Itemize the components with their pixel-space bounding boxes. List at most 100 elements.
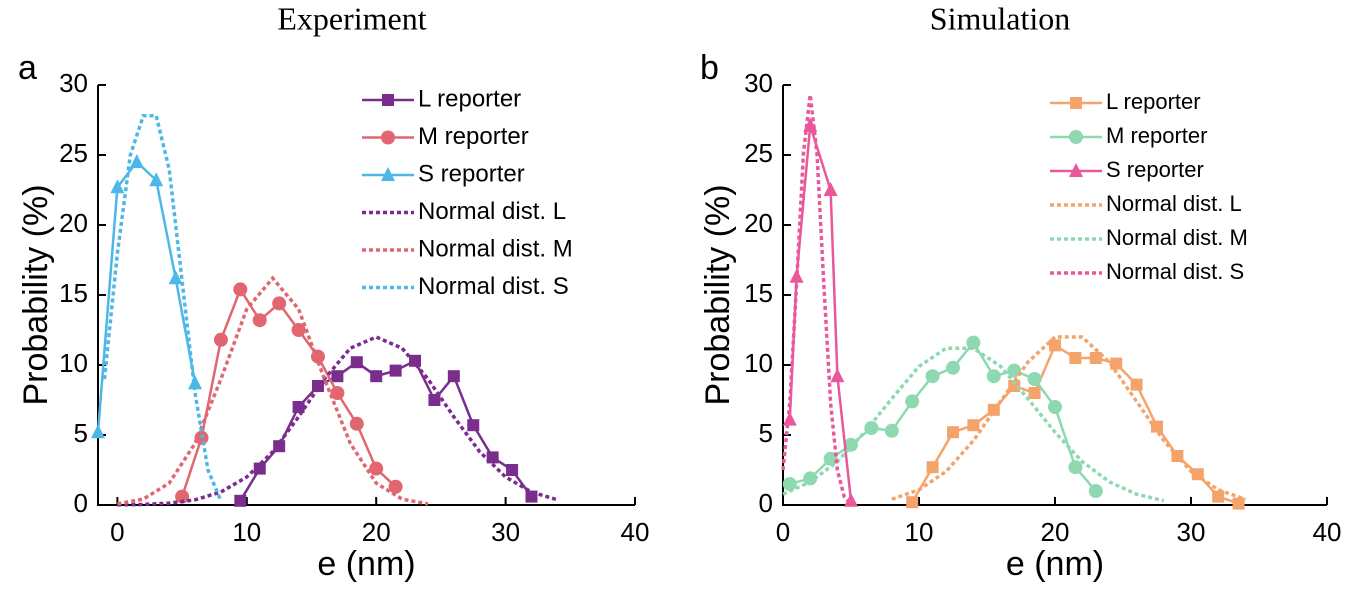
marker	[905, 394, 920, 409]
marker	[967, 419, 980, 432]
x-tick-label: 0	[776, 517, 790, 547]
legend-label: M reporter	[418, 123, 529, 150]
legend-label: Normal dist. S	[1106, 259, 1244, 284]
marker	[292, 401, 305, 413]
series-line	[180, 286, 397, 497]
legend-marker	[1070, 97, 1082, 109]
marker	[175, 489, 190, 504]
series-line	[239, 359, 533, 502]
marker	[926, 461, 939, 474]
legend-label: Normal dist. M	[418, 235, 573, 262]
y-axis-label: Probability (%)	[17, 184, 55, 405]
marker	[91, 424, 105, 439]
y-tick-label: 0	[759, 488, 773, 518]
marker	[233, 282, 248, 297]
legend-label: Normal dist. L	[1106, 191, 1242, 216]
y-tick-label: 30	[59, 68, 88, 98]
marker	[789, 268, 804, 283]
y-tick-label: 25	[59, 138, 88, 168]
x-tick-label: 40	[621, 517, 650, 547]
marker	[946, 360, 960, 375]
x-tick-label: 30	[1177, 517, 1206, 547]
series-line	[96, 160, 197, 433]
marker	[168, 270, 183, 285]
y-tick-label: 25	[744, 138, 773, 168]
y-tick-label: 20	[59, 208, 88, 238]
y-axis-label: Probability (%)	[699, 184, 737, 405]
x-tick-label: 10	[905, 517, 934, 547]
chart-panel: Experiment a Probability (%) e (nm) 0 5 10 15 20…	[17, 0, 649, 583]
series-line	[788, 125, 853, 501]
series-line	[891, 335, 1246, 501]
marker	[966, 335, 981, 350]
x-tick-label: 10	[232, 517, 261, 547]
panel-label: a	[18, 49, 37, 87]
marker	[1048, 400, 1062, 414]
series-line	[102, 114, 223, 502]
series-line	[782, 346, 1165, 503]
series-line	[789, 340, 1097, 492]
marker	[252, 313, 267, 328]
chart-title: Experiment	[277, 0, 426, 36]
y-tick-label: 20	[744, 208, 773, 238]
legend-marker	[1069, 163, 1083, 177]
legend-label: S reporter	[1106, 157, 1204, 182]
legend-label: S reporter	[418, 160, 525, 187]
y-tick-label: 10	[59, 348, 88, 378]
marker	[1212, 490, 1225, 503]
marker	[291, 323, 306, 337]
marker	[1232, 497, 1245, 510]
legend-label: L reporter	[1106, 89, 1201, 114]
marker	[1151, 420, 1163, 433]
marker	[1130, 378, 1143, 391]
legend-label: Normal dist. M	[1106, 225, 1248, 250]
marker	[803, 471, 818, 486]
marker	[823, 182, 838, 196]
marker	[884, 423, 899, 438]
x-tick-label: 30	[491, 517, 520, 547]
x-axis-label: e (nm)	[317, 545, 415, 583]
marker	[506, 464, 519, 476]
marker	[1069, 352, 1082, 364]
legend-label: Normal dist. S	[418, 273, 569, 300]
legend-marker	[1069, 130, 1083, 144]
series-line	[781, 94, 853, 505]
y-tick-label: 15	[59, 278, 88, 308]
marker	[1068, 460, 1083, 475]
marker	[782, 477, 797, 491]
legend-marker	[381, 130, 395, 145]
marker	[369, 461, 384, 476]
marker	[1008, 380, 1021, 392]
marker	[388, 479, 403, 494]
marker	[844, 492, 858, 507]
marker	[447, 370, 460, 383]
x-tick-label: 0	[110, 517, 124, 547]
marker	[350, 356, 363, 369]
series-line	[117, 275, 429, 506]
marker	[129, 154, 144, 168]
series-line	[911, 343, 1240, 505]
marker	[1049, 339, 1061, 352]
legend-label: Normal dist. L	[418, 198, 566, 225]
marker	[213, 332, 228, 347]
x-tick-label: 20	[1041, 517, 1070, 547]
y-tick-label: 30	[744, 68, 773, 98]
chart-title: Simulation	[930, 0, 1070, 36]
series-line	[117, 335, 558, 507]
marker	[409, 354, 422, 367]
marker	[947, 426, 959, 439]
y-tick-label: 5	[74, 418, 88, 448]
marker	[925, 369, 940, 384]
marker	[370, 370, 383, 383]
marker	[1028, 387, 1041, 399]
legend-marker	[381, 167, 395, 181]
marker	[389, 364, 402, 377]
marker	[864, 421, 879, 435]
x-tick-label: 20	[362, 517, 391, 547]
y-tick-label: 15	[744, 278, 773, 308]
marker	[906, 496, 919, 509]
marker	[823, 451, 838, 466]
legend-marker	[382, 94, 394, 106]
y-tick-label: 5	[759, 418, 773, 448]
legend-label: M reporter	[1106, 123, 1207, 148]
